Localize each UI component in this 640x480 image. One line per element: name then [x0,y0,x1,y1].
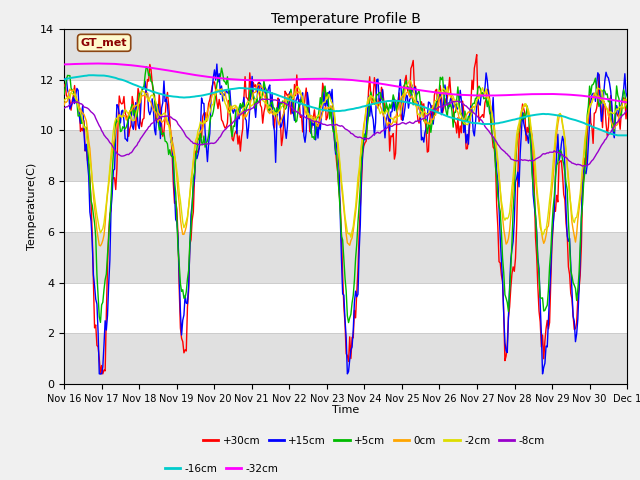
0cm [255,82,263,87]
Line: +15cm: +15cm [64,64,627,374]
-8cm [476,115,483,121]
+5cm [623,106,631,112]
-8cm [403,120,411,126]
0cm [97,243,104,249]
0cm [237,112,244,118]
-2cm [574,209,582,215]
Line: -2cm: -2cm [64,80,627,237]
-8cm [259,96,266,102]
-32cm [60,61,68,67]
+5cm [476,85,484,91]
Legend: -16cm, -32cm: -16cm, -32cm [161,460,283,478]
-16cm [90,72,97,78]
Line: -16cm: -16cm [64,75,627,135]
-2cm [236,111,243,117]
-8cm [623,107,631,112]
+5cm [237,101,244,107]
-2cm [476,91,484,97]
-32cm [476,93,483,98]
+5cm [60,91,68,97]
Bar [64,130,627,181]
+30cm [473,52,481,58]
+30cm [237,148,244,154]
0cm [623,96,631,102]
Bar [64,232,627,283]
-16cm [237,85,244,91]
-2cm [406,77,413,83]
Text: GT_met: GT_met [81,37,127,48]
-16cm [614,132,621,138]
+15cm [378,95,385,101]
-8cm [60,105,68,111]
-32cm [623,100,631,106]
-8cm [376,130,384,136]
-16cm [476,120,483,126]
+5cm [299,101,307,107]
-32cm [94,60,102,66]
+30cm [476,115,484,120]
-16cm [623,132,631,138]
-2cm [347,234,355,240]
-16cm [376,99,384,105]
Bar [64,333,627,384]
-32cm [299,76,307,82]
-8cm [579,163,586,169]
-16cm [573,118,580,123]
0cm [378,106,385,112]
-2cm [623,97,631,103]
0cm [300,102,308,108]
0cm [404,89,412,95]
-8cm [573,162,580,168]
+5cm [574,287,582,293]
Y-axis label: Temperature(C): Temperature(C) [28,163,37,250]
+15cm [574,316,582,322]
+15cm [237,105,245,111]
+30cm [403,86,411,92]
+15cm [60,76,68,82]
-2cm [298,93,305,99]
+5cm [404,84,412,90]
+30cm [60,84,68,89]
Title: Temperature Profile B: Temperature Profile B [271,12,420,26]
Line: +5cm: +5cm [64,67,627,323]
X-axis label: Time: Time [332,405,359,415]
+30cm [574,295,582,301]
Line: 0cm: 0cm [64,84,627,246]
+15cm [476,102,484,108]
-2cm [403,82,411,88]
0cm [574,217,582,223]
-2cm [60,98,68,104]
-8cm [299,113,307,119]
+15cm [300,133,308,139]
-2cm [376,111,384,117]
Line: -8cm: -8cm [64,99,627,166]
+15cm [623,94,631,100]
-16cm [403,99,411,105]
Line: +30cm: +30cm [64,55,627,374]
+30cm [299,129,307,135]
+15cm [404,105,412,111]
-32cm [376,81,384,86]
-32cm [573,92,580,98]
+15cm [213,61,221,67]
-32cm [237,77,244,83]
Line: -32cm: -32cm [64,63,627,103]
0cm [476,91,484,97]
-16cm [299,101,307,107]
+5cm [345,320,353,325]
0cm [60,102,68,108]
-8cm [236,113,243,119]
Bar [64,29,627,80]
-16cm [60,77,68,83]
-32cm [403,85,411,91]
+5cm [378,96,385,101]
+30cm [623,102,631,108]
+15cm [95,371,103,377]
+30cm [376,101,384,107]
+30cm [97,371,104,377]
+5cm [143,64,150,70]
